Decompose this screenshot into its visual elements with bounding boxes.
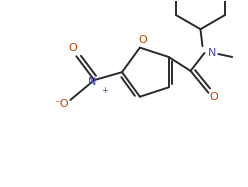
Text: ⁻O: ⁻O (54, 99, 69, 109)
Text: N: N (88, 77, 96, 87)
Text: O: O (209, 92, 218, 102)
Text: O: O (138, 35, 147, 45)
Text: O: O (68, 43, 77, 53)
Text: N: N (208, 48, 217, 58)
Text: +: + (101, 85, 108, 94)
